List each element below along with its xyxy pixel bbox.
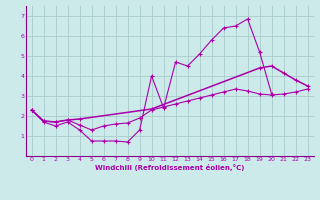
X-axis label: Windchill (Refroidissement éolien,°C): Windchill (Refroidissement éolien,°C)	[95, 164, 244, 171]
